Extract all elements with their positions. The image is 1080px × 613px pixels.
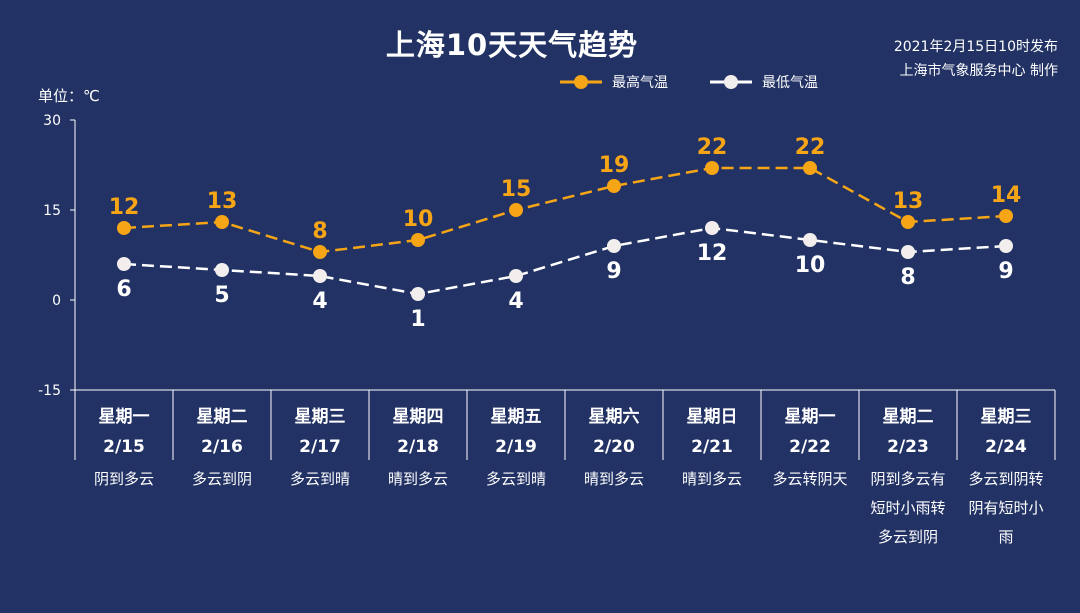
data-label-high: 13 <box>893 189 924 214</box>
legend-low: 最低气温 <box>710 72 818 92</box>
weather-label: 晴到多云 <box>584 470 644 488</box>
weekday-label: 星期二 <box>883 407 934 427</box>
weather-label: 阴到多云 <box>94 470 154 488</box>
weather-label: 晴到多云 <box>682 470 742 488</box>
data-label-low: 9 <box>606 259 621 284</box>
series-line-low <box>123 226 1007 296</box>
data-label-low: 1 <box>410 307 425 332</box>
date-label: 2/21 <box>691 437 733 457</box>
weather-label: 雨 <box>998 528 1013 546</box>
y-tick-label: -15 <box>38 383 61 399</box>
chart-title: 上海10天天气趋势 <box>385 28 639 62</box>
weather-label: 多云到晴 <box>486 470 546 488</box>
data-label-low: 9 <box>998 259 1013 284</box>
date-label: 2/16 <box>201 437 243 457</box>
data-label-low: 6 <box>116 277 131 302</box>
data-point-low <box>509 269 523 283</box>
weather-label: 晴到多云 <box>388 470 448 488</box>
data-point-high <box>705 161 719 175</box>
weekday-label: 星期六 <box>589 406 640 427</box>
data-label-low: 12 <box>697 241 728 266</box>
legend-low-marker <box>710 75 752 89</box>
data-label-high: 22 <box>795 135 826 160</box>
series-line-high <box>123 166 1007 254</box>
data-label-high: 13 <box>207 189 238 214</box>
data-point-high <box>313 245 327 259</box>
data-label-high: 8 <box>312 219 327 244</box>
data-point-low <box>313 269 327 283</box>
legend-high-marker <box>560 75 602 89</box>
data-label-low: 10 <box>795 253 826 278</box>
data-label-low: 4 <box>312 289 327 314</box>
y-tick-label: 30 <box>43 113 61 129</box>
date-label: 2/24 <box>985 437 1027 457</box>
data-point-high <box>901 215 915 229</box>
data-point-low <box>999 239 1013 253</box>
weekday-label: 星期三 <box>295 407 346 427</box>
weekday-label: 星期一 <box>99 407 150 427</box>
data-point-high <box>999 209 1013 223</box>
legend-high: 最高气温 <box>560 72 668 92</box>
data-point-high <box>117 221 131 235</box>
data-point-high <box>509 203 523 217</box>
y-tick-label: 0 <box>52 293 61 309</box>
legend-low-label: 最低气温 <box>762 75 818 91</box>
data-point-high <box>411 233 425 247</box>
data-point-low <box>411 287 425 301</box>
weather-label: 多云到阴 <box>878 528 938 546</box>
weather-label: 多云到阴转 <box>968 470 1043 488</box>
data-point-low <box>117 257 131 271</box>
weather-label: 阴有短时小 <box>968 499 1043 517</box>
weather-label: 多云到阴 <box>192 470 252 488</box>
data-label-high: 10 <box>403 207 434 232</box>
data-label-high: 15 <box>501 177 532 202</box>
publisher: 上海市气象服务中心 制作 <box>899 63 1058 79</box>
date-label: 2/18 <box>397 437 439 457</box>
data-point-low <box>803 233 817 247</box>
date-label: 2/17 <box>299 437 341 457</box>
legend-high-label: 最高气温 <box>612 75 668 91</box>
date-label: 2/20 <box>593 437 635 457</box>
data-label-low: 8 <box>900 265 915 290</box>
data-point-low <box>901 245 915 259</box>
data-point-low <box>705 221 719 235</box>
weekday-label: 星期日 <box>687 407 738 427</box>
data-label-high: 22 <box>697 135 728 160</box>
data-label-high: 19 <box>599 153 630 178</box>
weekday-label: 星期一 <box>785 407 836 427</box>
weather-label: 阴到多云有 <box>870 470 945 488</box>
data-point-high <box>803 161 817 175</box>
unit-label: 单位：℃ <box>38 87 100 105</box>
data-point-high <box>607 179 621 193</box>
weather-label: 短时小雨转 <box>870 499 945 517</box>
data-point-high <box>215 215 229 229</box>
weekday-label: 星期二 <box>197 407 248 427</box>
weekday-label: 星期四 <box>393 407 444 427</box>
weekday-label: 星期五 <box>491 407 542 427</box>
data-label-low: 5 <box>214 283 229 308</box>
date-label: 2/19 <box>495 437 537 457</box>
data-label-high: 12 <box>109 195 140 220</box>
date-label: 2/15 <box>103 437 145 457</box>
date-label: 2/23 <box>887 437 929 457</box>
weekday-label: 星期三 <box>981 407 1032 427</box>
publish-time: 2021年2月15日10时发布 <box>893 39 1058 55</box>
y-tick-label: 15 <box>43 203 61 219</box>
data-label-high: 14 <box>991 183 1022 208</box>
data-label-low: 4 <box>508 289 523 314</box>
weather-label: 多云到晴 <box>290 470 350 488</box>
data-point-low <box>607 239 621 253</box>
date-label: 2/22 <box>789 437 831 457</box>
weather-label: 多云转阴天 <box>772 470 847 488</box>
data-point-low <box>215 263 229 277</box>
